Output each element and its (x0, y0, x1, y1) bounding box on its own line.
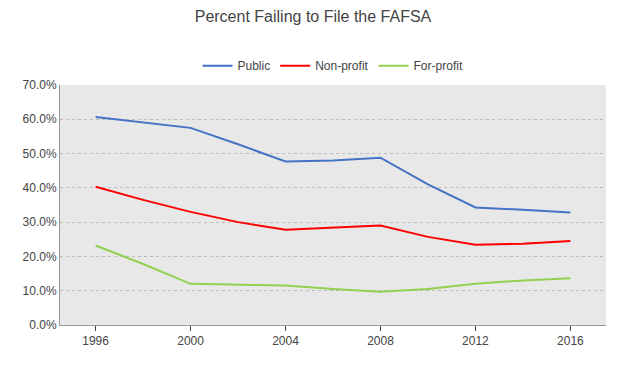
svg-text:40.0%: 40.0% (23, 181, 57, 195)
svg-text:2000: 2000 (177, 334, 204, 348)
svg-text:Public: Public (238, 59, 271, 73)
svg-text:2016: 2016 (557, 334, 584, 348)
svg-text:60.0%: 60.0% (23, 112, 57, 126)
svg-text:Non-profit: Non-profit (315, 59, 368, 73)
svg-text:30.0%: 30.0% (23, 215, 57, 229)
svg-text:10.0%: 10.0% (23, 284, 57, 298)
svg-text:For-profit: For-profit (414, 59, 463, 73)
svg-text:2004: 2004 (272, 334, 299, 348)
svg-text:20.0%: 20.0% (23, 250, 57, 264)
svg-text:2008: 2008 (367, 334, 394, 348)
svg-text:70.0%: 70.0% (23, 78, 57, 92)
svg-text:2012: 2012 (462, 334, 489, 348)
svg-text:1996: 1996 (82, 334, 109, 348)
svg-text:50.0%: 50.0% (23, 147, 57, 161)
svg-text:0.0%: 0.0% (29, 318, 57, 332)
svg-text:Percent Failing to File the FA: Percent Failing to File the FAFSA (195, 8, 432, 25)
